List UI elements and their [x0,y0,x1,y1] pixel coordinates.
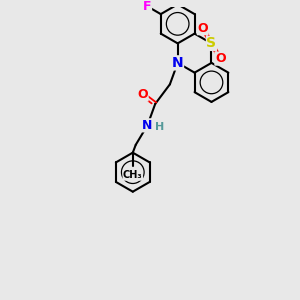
Text: O: O [197,22,208,35]
Text: F: F [143,0,152,13]
Text: H: H [154,122,164,132]
Text: N: N [142,119,153,132]
Text: N: N [172,56,184,70]
Text: O: O [215,52,226,65]
Text: CH₃: CH₃ [123,170,142,180]
Text: S: S [206,36,217,50]
Text: O: O [137,88,148,101]
